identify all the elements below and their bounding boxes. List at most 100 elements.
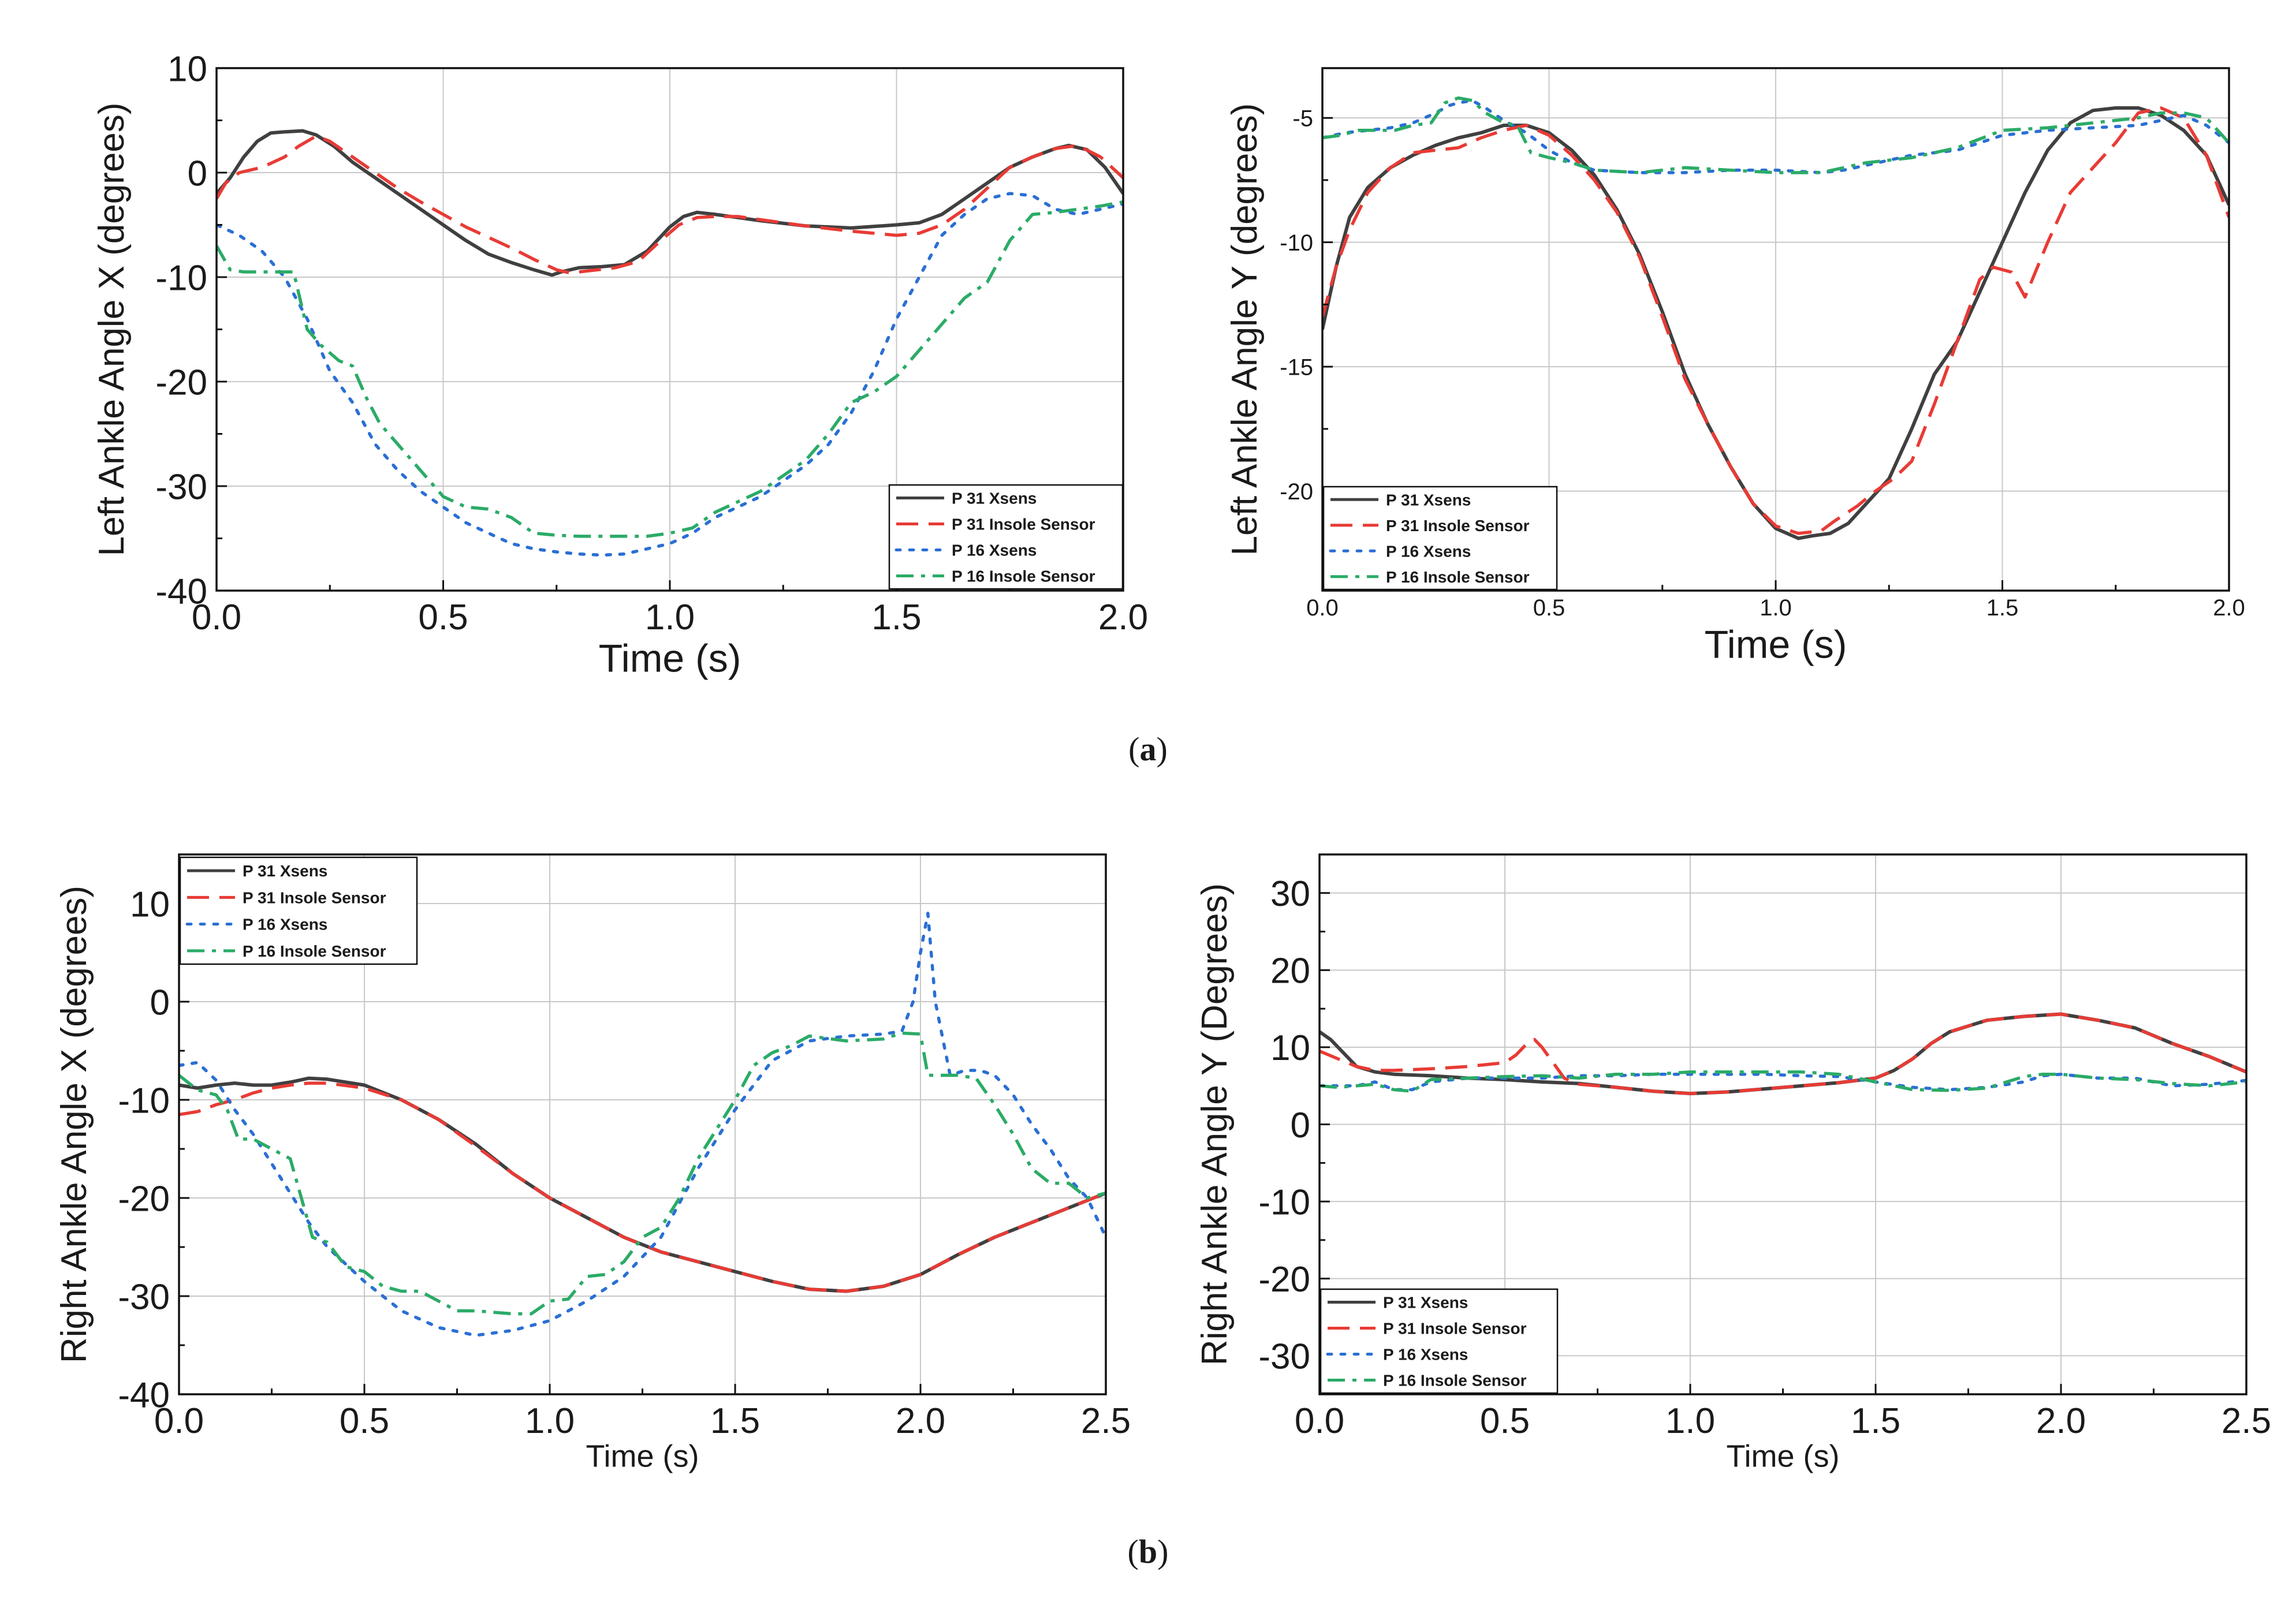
legend-label: P 31 Xsens [952, 490, 1037, 507]
series-line-p-16-xsens [1320, 1072, 2246, 1092]
legend-box [1320, 1288, 1559, 1394]
x-tick-label: 0.5 [1533, 595, 1566, 621]
x-axis-label: Time (s) [1727, 1439, 1840, 1473]
x-tick-label: 1.0 [525, 1401, 575, 1441]
legend-label: P 31 Insole Sensor [952, 516, 1095, 533]
x-tick-label: 2.5 [1081, 1401, 1131, 1441]
y-tick-label: -10 [1280, 230, 1313, 256]
legend-label: P 16 Insole Sensor [243, 942, 386, 960]
y-tick-label: 0 [150, 983, 170, 1022]
x-tick-label: 2.0 [2036, 1401, 2086, 1441]
y-axis-label: Left Ankle Angle Y (degrees) [1225, 103, 1265, 556]
chart-a-left: 0.0 0.5 1.0 1.5 2.0 -40 -30 -20 -10 0 10 Time (s) Le… [92, 49, 1148, 680]
chart-a-right: 0.0 0.5 1.0 1.5 2.0 -20 -15 -10 -5 Time (s) Left A… [1225, 67, 2245, 667]
legend-label: P 31 Insole Sensor [1383, 1320, 1527, 1338]
y-tick-label: 10 [130, 884, 170, 924]
x-tick-label: 0.0 [192, 598, 241, 637]
x-tick-label: 1.5 [1986, 595, 2019, 621]
series-line-p-31-insole-sensor [179, 1081, 1106, 1293]
y-axis-label: Right Ankle Angle X (degrees) [54, 886, 94, 1363]
series-line-p-31-xsens [1320, 1012, 2246, 1096]
caption-b: (b) [1128, 1533, 1169, 1570]
legend-label: P 16 Insole Sensor [952, 568, 1095, 585]
y-tick-label: -40 [118, 1375, 170, 1415]
x-tick-label: 1.5 [1851, 1401, 1900, 1441]
chart-b-right: 0.0 0.5 1.0 1.5 2.0 2.5 -30 -20 -10 0 10 20 30 Time (… [1195, 853, 2271, 1473]
y-tick-label: -10 [1258, 1182, 1310, 1222]
y-tick-label: -20 [1258, 1260, 1310, 1300]
x-tick-label: 0.0 [1295, 1401, 1344, 1441]
series-line-p-31-insole-sensor [217, 134, 1123, 275]
x-axis-label: Time (s) [586, 1439, 699, 1473]
series-line-p-16-insole-sensor [179, 1031, 1106, 1316]
y-tick-label: -20 [1280, 479, 1313, 505]
x-tick-label: 1.0 [1760, 595, 1792, 621]
y-tick-label: 10 [167, 49, 207, 89]
y-tick-label: -10 [155, 258, 207, 298]
x-tick-label: 0.5 [418, 598, 468, 637]
y-tick-label: 0 [188, 154, 207, 193]
series-line-p-31-xsens [1322, 106, 2229, 540]
x-tick-label: 2.0 [896, 1401, 945, 1441]
series-line-p-31-insole-sensor [1322, 106, 2229, 535]
legend: P 31 Xsens P 31 Insole Sensor P 16 Xsens P … [1320, 1288, 1559, 1394]
caption-a-letter: a [1140, 730, 1157, 768]
x-tick-label: 2.0 [1098, 598, 1148, 637]
series-line-p-31-xsens [217, 129, 1123, 277]
x-tick-label: 0.0 [154, 1401, 204, 1441]
caption-b-close: ) [1157, 1533, 1168, 1570]
y-tick-label: 30 [1270, 874, 1310, 914]
y-tick-label: -30 [118, 1277, 170, 1317]
y-tick-label: 0 [1291, 1106, 1310, 1145]
y-axis-label: Left Ankle Angle X (degrees) [92, 103, 132, 557]
x-tick-label: 0.5 [340, 1401, 389, 1441]
x-tick-label: 0.0 [1306, 595, 1339, 621]
y-tick-label: -10 [118, 1081, 170, 1121]
caption-a-close: ) [1157, 730, 1168, 768]
chart-b-left: 0.0 0.5 1.0 1.5 2.0 2.5 -40 -30 -20 -10 0 10 Time (s… [54, 853, 1131, 1473]
legend-label: P 31 Insole Sensor [243, 889, 386, 906]
x-axis-label: Time (s) [599, 636, 741, 680]
x-tick-label: 2.5 [2222, 1401, 2271, 1441]
caption-a-open: ( [1128, 730, 1139, 768]
y-tick-label: 10 [1270, 1028, 1310, 1068]
x-tick-label: 1.0 [645, 598, 695, 637]
y-tick-label: 20 [1270, 951, 1310, 991]
x-tick-label: 1.5 [710, 1401, 760, 1441]
series-line-p-31-insole-sensor [1320, 1012, 2246, 1095]
x-axis-label: Time (s) [1705, 623, 1847, 667]
legend-label: P 16 Insole Sensor [1386, 568, 1530, 586]
legend: P 31 Xsens P 31 Insole Sensor P 16 Xsens P … [179, 856, 418, 965]
y-tick-label: -40 [155, 572, 207, 611]
charts-layer: 0.0 0.5 1.0 1.5 2.0 -40 -30 -20 -10 0 10 Time (s) Le… [54, 49, 2271, 1473]
series-line-p-31-xsens [179, 1076, 1106, 1293]
legend: P 31 Xsens P 31 Insole Sensor P 16 Xsens P … [888, 484, 1124, 590]
legend-label: P 31 Xsens [243, 862, 327, 880]
caption-a: (a) [1128, 730, 1168, 768]
legend-box [1322, 486, 1558, 591]
series-line-p-16-xsens [217, 192, 1123, 557]
y-tick-label: -20 [155, 363, 207, 402]
legend-label: P 16 Insole Sensor [1383, 1372, 1527, 1390]
x-tick-label: 1.0 [1665, 1401, 1715, 1441]
y-tick-label: -30 [1258, 1337, 1310, 1377]
series-line-p-16-insole-sensor [217, 200, 1123, 538]
legend-label: P 31 Insole Sensor [1386, 517, 1530, 535]
legend-box [179, 856, 418, 965]
y-tick-label: -20 [118, 1179, 170, 1219]
caption-b-open: ( [1128, 1533, 1139, 1570]
series-line-p-16-insole-sensor [1320, 1070, 2246, 1093]
legend-label: P 16 Xsens [1386, 542, 1471, 560]
legend-label: P 31 Xsens [1386, 491, 1471, 509]
caption-b-letter: b [1139, 1533, 1157, 1570]
x-tick-label: 0.5 [1480, 1401, 1530, 1441]
x-tick-label: 1.5 [871, 598, 921, 637]
legend-label: P 16 Xsens [952, 542, 1037, 559]
x-tick-label: 2.0 [2213, 595, 2245, 621]
legend-box [888, 484, 1124, 590]
legend-label: P 31 Xsens [1383, 1294, 1468, 1312]
legend: P 31 Xsens P 31 Insole Sensor P 16 Xsens P … [1322, 486, 1558, 591]
y-axis-label: Right Ankle Angle Y (Degrees) [1195, 883, 1235, 1365]
y-tick-label: -15 [1280, 355, 1313, 380]
